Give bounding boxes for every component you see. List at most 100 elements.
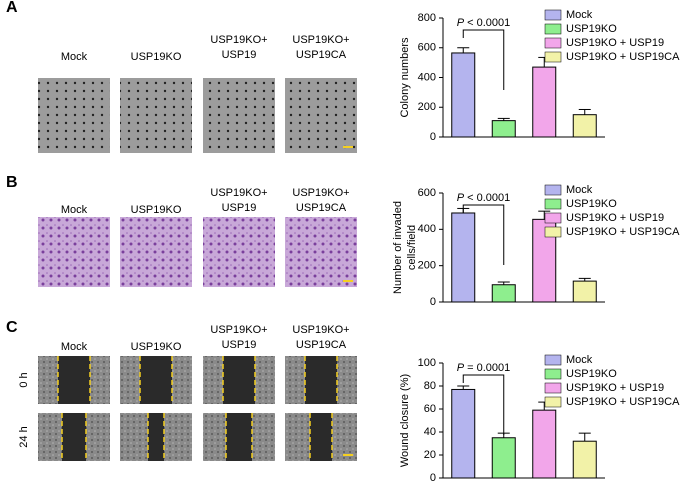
legend-swatch (544, 382, 562, 394)
bar (451, 388, 476, 479)
y-tick-label: 0 (430, 472, 436, 484)
legend-label: USP19KO (566, 198, 617, 210)
legend-swatch (544, 23, 562, 35)
significance-part: < 0.0001 (464, 192, 510, 204)
column-label: USP19 (222, 202, 257, 214)
significance-part: P (457, 192, 465, 204)
y-axis-label: Number of invaded (392, 201, 404, 294)
bar (572, 280, 597, 303)
column-label: USP19KO+ (210, 324, 267, 336)
legend-label: Mock (566, 354, 593, 366)
wound-gap (305, 356, 337, 404)
panel-label: C (6, 319, 18, 336)
significance-part: P (457, 362, 465, 374)
legend-swatch (544, 9, 562, 21)
wound-gap (148, 413, 164, 461)
micrograph (120, 217, 192, 287)
micrograph (203, 217, 275, 287)
legend-label: USP19KO + USP19 (566, 37, 664, 49)
legend-label: USP19KO + USP19CA (566, 51, 680, 63)
micrograph (285, 217, 357, 287)
wound-gap (58, 356, 90, 404)
bar (451, 52, 476, 138)
legend-label: USP19KO + USP19CA (566, 226, 680, 238)
y-axis-label: Colony numbers (399, 37, 411, 118)
bar (491, 437, 516, 479)
legend-swatch (544, 226, 562, 238)
panel-label: A (6, 0, 18, 16)
legend-label: USP19KO + USP19 (566, 212, 664, 224)
column-label: USP19KO+ (292, 324, 349, 336)
significance-label: P < 0.0001 (457, 17, 511, 29)
significance-part: < 0.0001 (464, 17, 510, 29)
legend-label: USP19KO + USP19 (566, 382, 664, 394)
wound-gap (310, 413, 332, 461)
bar (532, 409, 557, 479)
column-label: USP19KO+ (210, 187, 267, 199)
column-label: USP19KO (131, 341, 182, 353)
legend-label: USP19KO (566, 23, 617, 35)
y-tick-label: 40 (424, 426, 436, 438)
legend-swatch (544, 184, 562, 196)
legend-label: USP19KO (566, 368, 617, 380)
column-label: Mock (61, 51, 88, 63)
row-label: 24 h (18, 426, 30, 447)
micrograph (120, 78, 192, 153)
y-tick-label: 600 (418, 42, 436, 54)
column-label: USP19KO+ (292, 34, 349, 46)
legend-label: USP19KO + USP19CA (566, 396, 680, 408)
legend-swatch (544, 368, 562, 380)
bar (572, 114, 597, 138)
panel-label: B (6, 174, 18, 191)
y-tick-label: 400 (418, 223, 436, 235)
legend-swatch (544, 51, 562, 63)
row-label: 0 h (18, 372, 30, 387)
bar (491, 120, 516, 138)
significance-bracket (462, 374, 505, 435)
legend-label: Mock (566, 9, 593, 21)
legend-label: Mock (566, 184, 593, 196)
wound-gap (62, 413, 86, 461)
significance-label: P = 0.0001 (457, 362, 511, 374)
column-label: USP19CA (296, 49, 347, 61)
y-tick-label: 0 (430, 131, 436, 143)
column-label: USP19KO (131, 51, 182, 63)
y-tick-label: 80 (424, 380, 436, 392)
micrograph (285, 78, 357, 153)
y-tick-label: 200 (418, 101, 436, 113)
bar (572, 440, 597, 479)
legend-swatch (544, 37, 562, 49)
y-tick-label: 60 (424, 403, 436, 415)
significance-bracket (462, 29, 505, 90)
y-tick-label: 100 (418, 357, 436, 369)
micrograph (38, 217, 110, 287)
y-tick-label: 400 (418, 71, 436, 83)
legend-swatch (544, 396, 562, 408)
bar (532, 66, 557, 138)
column-label: USP19KO+ (292, 187, 349, 199)
legend-swatch (544, 354, 562, 366)
micrograph (203, 78, 275, 153)
legend-swatch (544, 198, 562, 210)
y-axis-label: cells/field (406, 225, 418, 270)
significance-label: P < 0.0001 (457, 192, 511, 204)
column-label: USP19 (222, 49, 257, 61)
y-tick-label: 20 (424, 449, 436, 461)
y-tick-label: 200 (418, 260, 436, 272)
micrograph (38, 78, 110, 153)
y-tick-label: 0 (430, 296, 436, 308)
wound-gap (226, 413, 252, 461)
wound-gap (223, 356, 255, 404)
y-tick-label: 600 (418, 187, 436, 199)
significance-part: P (457, 17, 465, 29)
y-tick-label: 800 (418, 12, 436, 24)
column-label: USP19CA (296, 202, 347, 214)
significance-bracket (462, 204, 505, 265)
bar (491, 284, 516, 303)
bar (451, 212, 476, 303)
column-label: Mock (61, 341, 88, 353)
column-label: USP19KO+ (210, 34, 267, 46)
column-label: Mock (61, 204, 88, 216)
column-label: USP19 (222, 339, 257, 351)
